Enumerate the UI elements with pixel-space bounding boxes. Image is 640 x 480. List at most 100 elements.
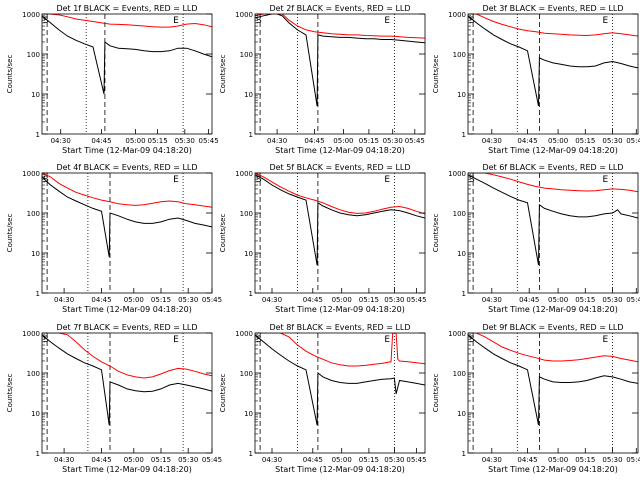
y-tick-label: 100 bbox=[27, 51, 40, 59]
x-tick-label: 04:30 bbox=[482, 456, 502, 464]
series-group bbox=[255, 333, 425, 426]
series-line-events bbox=[468, 15, 638, 107]
y-axis-label: Counts/sec bbox=[6, 55, 14, 94]
x-axis-label: Start Time (12-Mar-09 04:18:20) bbox=[488, 465, 618, 474]
x-axis-label: Start Time (12-Mar-09 04:18:20) bbox=[275, 465, 405, 474]
x-tick-label: 05:45 bbox=[405, 137, 425, 145]
chart-title: Det 5f BLACK = Events, RED = LLD bbox=[269, 163, 410, 172]
x-tick-label: 05:30 bbox=[384, 296, 404, 304]
start-marker-label: S bbox=[469, 16, 475, 26]
y-tick-label: 10 bbox=[457, 250, 466, 258]
x-tick-label: 04:45 bbox=[91, 456, 111, 464]
x-axis-label: Start Time (12-Mar-09 04:18:20) bbox=[62, 146, 192, 155]
x-tick-label: 04:45 bbox=[517, 456, 537, 464]
y-tick-label: 100 bbox=[240, 51, 253, 59]
x-tick-label: 05:30 bbox=[383, 137, 403, 145]
series-line-lld bbox=[42, 333, 212, 379]
chart-title: Det 4f BLACK = Events, RED = LLD bbox=[56, 163, 197, 172]
series-group bbox=[468, 173, 638, 266]
y-tick-label: 1 bbox=[462, 450, 466, 458]
x-tick-label: 05:15 bbox=[575, 296, 595, 304]
series-group bbox=[42, 14, 212, 95]
series-group bbox=[255, 14, 425, 107]
chart-title: Det 2f BLACK = Events, RED = LLD bbox=[269, 4, 410, 13]
x-tick-label: 04:30 bbox=[482, 137, 502, 145]
series-line-events bbox=[255, 334, 425, 426]
x-tick-label: 05:30 bbox=[602, 137, 622, 145]
x-tick-label: 05:00 bbox=[332, 296, 352, 304]
y-axis-label: Counts/sec bbox=[432, 374, 440, 413]
x-tick-label: 05:15 bbox=[359, 456, 379, 464]
x-tick-label: 05:45 bbox=[626, 296, 640, 304]
end-marker-label: E bbox=[384, 335, 390, 345]
series-group bbox=[255, 173, 425, 266]
plot-frame bbox=[254, 332, 426, 454]
y-tick-label: 10 bbox=[31, 250, 40, 258]
plot-frame bbox=[41, 13, 213, 135]
chart-title: Det 6f BLACK = Events, RED = LLD bbox=[482, 163, 623, 172]
series-line-lld bbox=[468, 14, 638, 37]
x-tick-label: 04:30 bbox=[267, 137, 287, 145]
chart-panel-9: Det 9f BLACK = Events, RED = LLD S E 1 10 100… bbox=[432, 323, 640, 474]
x-tick-label: 04:45 bbox=[303, 456, 323, 464]
x-tick-label: 05:30 bbox=[602, 296, 622, 304]
plot-frame bbox=[467, 172, 639, 294]
end-marker-label: E bbox=[173, 335, 179, 345]
x-tick-label: 05:00 bbox=[548, 137, 568, 145]
series-line-events bbox=[42, 176, 212, 257]
x-tick-label: 05:00 bbox=[548, 296, 568, 304]
x-axis-label: Start Time (12-Mar-09 04:18:20) bbox=[488, 305, 618, 314]
plot-frame bbox=[254, 172, 426, 294]
y-tick-label: 100 bbox=[27, 370, 40, 378]
x-axis-label: Start Time (12-Mar-09 04:18:20) bbox=[488, 146, 618, 155]
y-tick-label: 1 bbox=[36, 131, 40, 139]
x-tick-label: 05:30 bbox=[175, 137, 195, 145]
x-tick-label: 05:00 bbox=[124, 456, 144, 464]
x-tick-label: 05:15 bbox=[575, 137, 595, 145]
y-tick-label: 1000 bbox=[235, 11, 253, 19]
start-marker-label: S bbox=[43, 16, 49, 26]
y-axis-label: Counts/sec bbox=[219, 55, 227, 94]
x-tick-label: 04:30 bbox=[262, 456, 282, 464]
y-tick-label: 1 bbox=[249, 450, 253, 458]
y-axis-label: Counts/sec bbox=[219, 374, 227, 413]
x-tick-label: 04:30 bbox=[54, 296, 74, 304]
y-tick-label: 10 bbox=[31, 410, 40, 418]
x-tick-label: 05:00 bbox=[125, 137, 145, 145]
y-axis-label: Counts/sec bbox=[219, 214, 227, 253]
y-tick-label: 1 bbox=[462, 131, 466, 139]
end-marker-label: E bbox=[173, 16, 179, 26]
end-marker-label: E bbox=[603, 16, 609, 26]
y-tick-label: 1000 bbox=[235, 170, 253, 178]
chart-title: Det 8f BLACK = Events, RED = LLD bbox=[269, 323, 410, 332]
y-tick-label: 10 bbox=[244, 250, 253, 258]
y-tick-label: 100 bbox=[453, 210, 466, 218]
plot-frame bbox=[41, 172, 213, 294]
y-tick-label: 1000 bbox=[22, 330, 40, 338]
end-marker-label: E bbox=[603, 335, 609, 345]
y-axis-label: Counts/sec bbox=[432, 55, 440, 94]
series-line-lld bbox=[255, 333, 425, 367]
start-marker-label: S bbox=[43, 175, 49, 185]
x-tick-label: 05:15 bbox=[151, 296, 171, 304]
x-tick-label: 05:15 bbox=[148, 137, 168, 145]
y-tick-label: 10 bbox=[244, 91, 253, 99]
y-tick-label: 1 bbox=[36, 290, 40, 298]
x-tick-label: 04:45 bbox=[304, 137, 324, 145]
series-line-events bbox=[468, 334, 638, 426]
series-line-events bbox=[255, 174, 425, 266]
series-line-events bbox=[468, 174, 638, 266]
y-tick-label: 1000 bbox=[448, 11, 466, 19]
x-tick-label: 05:30 bbox=[384, 456, 404, 464]
series-line-lld bbox=[42, 173, 212, 208]
x-tick-label: 05:00 bbox=[332, 456, 352, 464]
x-tick-label: 05:15 bbox=[151, 456, 171, 464]
start-marker-label: S bbox=[43, 335, 49, 345]
chart-panel-5: Det 5f BLACK = Events, RED = LLD S E 1 10 100… bbox=[219, 163, 427, 314]
chart-title: Det 7f BLACK = Events, RED = LLD bbox=[56, 323, 197, 332]
x-tick-label: 04:30 bbox=[262, 296, 282, 304]
y-tick-label: 1000 bbox=[22, 11, 40, 19]
chart-panel-4: Det 4f BLACK = Events, RED = LLD S E 1 10 100… bbox=[6, 163, 222, 314]
y-tick-label: 1 bbox=[249, 131, 253, 139]
x-tick-label: 05:45 bbox=[199, 137, 219, 145]
